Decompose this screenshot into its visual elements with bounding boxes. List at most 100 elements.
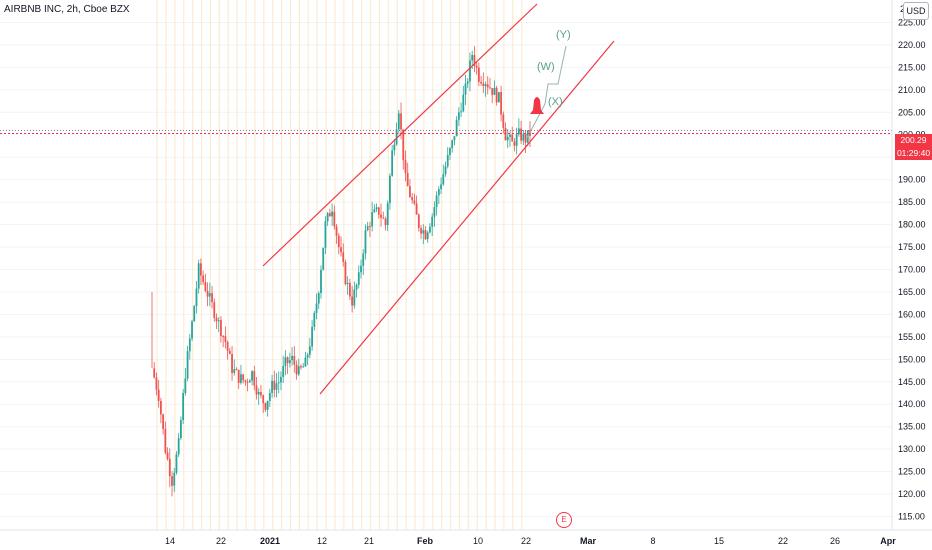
earnings-event-icon[interactable]: E	[556, 512, 572, 528]
session-band	[352, 0, 353, 530]
candle-body	[258, 392, 260, 394]
price-tick-label: 220.00	[898, 40, 926, 50]
candle-body	[436, 195, 438, 207]
time-tick-label: 21	[364, 536, 374, 546]
session-band	[432, 0, 433, 530]
candle-body	[247, 382, 249, 383]
candle-body	[276, 383, 278, 390]
session-band	[379, 0, 380, 530]
candle-body	[211, 293, 213, 302]
price-tick-label: 140.00	[898, 399, 926, 409]
candle-body	[465, 84, 467, 95]
price-axis[interactable]: 2225.00220.00215.00210.00205.00200.00195…	[892, 0, 926, 530]
candle-body	[193, 306, 195, 321]
time-tick-label: 22	[216, 536, 226, 546]
candle-body	[173, 473, 175, 486]
wave-label-2: (Y)	[556, 29, 571, 41]
candle-body	[342, 252, 344, 262]
session-band	[503, 0, 504, 530]
candle-body	[498, 92, 500, 102]
candle-body	[487, 84, 489, 87]
candle-body	[518, 128, 520, 134]
candle-body	[376, 207, 378, 209]
candle-body	[451, 140, 453, 148]
candle-body	[460, 111, 462, 112]
candle-body	[367, 226, 369, 230]
candle-body	[491, 88, 493, 95]
channel-lower-line	[320, 41, 614, 394]
session-band	[272, 0, 273, 530]
candle-body	[411, 197, 413, 200]
candle-body	[200, 263, 202, 275]
candle-body	[380, 215, 382, 218]
session-band	[450, 0, 451, 530]
candle-body	[447, 155, 449, 166]
candle-body	[525, 134, 527, 143]
time-tick-label: 14	[165, 536, 175, 546]
candle-body	[420, 228, 422, 234]
session-band	[192, 0, 193, 530]
session-band	[156, 0, 157, 530]
candle-body	[413, 200, 415, 203]
candle-body	[162, 414, 164, 429]
session-band	[299, 0, 300, 530]
price-tick-label: 145.00	[898, 377, 926, 387]
session-band	[477, 0, 478, 530]
session-band	[183, 0, 184, 530]
price-tick-label: 175.00	[898, 242, 926, 252]
session-band	[486, 0, 487, 530]
candle-body	[218, 320, 220, 321]
candle-body	[158, 390, 160, 401]
candle-body	[222, 336, 224, 337]
session-band	[459, 0, 460, 530]
time-tick-label: 8	[650, 536, 655, 546]
candle-body	[387, 203, 389, 225]
candle-body	[189, 338, 191, 351]
price-tick-label: 160.00	[898, 309, 926, 319]
candle-body	[429, 227, 431, 233]
candle-body	[282, 366, 284, 377]
candle-body	[509, 135, 511, 137]
candle-body	[362, 254, 364, 266]
candle-body	[167, 453, 169, 459]
session-band	[388, 0, 389, 530]
time-tick-label: 15	[714, 536, 724, 546]
candle-body	[502, 114, 504, 127]
session-band	[254, 0, 255, 530]
candle-body	[300, 366, 302, 367]
candle-body	[500, 92, 502, 114]
candle-body	[178, 438, 180, 454]
grid-lines	[0, 22, 892, 516]
candle-body	[224, 336, 226, 342]
candle-body	[291, 356, 293, 360]
current-price-line	[0, 130, 892, 133]
candle-body	[265, 403, 267, 410]
candle-body	[309, 346, 311, 354]
candle-body	[385, 219, 387, 226]
candle-body	[209, 293, 211, 296]
session-band	[210, 0, 211, 530]
currency-button[interactable]: USD	[903, 2, 929, 20]
candle-body	[285, 357, 287, 366]
price-tick-label: 170.00	[898, 264, 926, 274]
symbol-title[interactable]: AIRBNB INC, 2h, Cboe BZX	[4, 4, 130, 15]
candle-body	[262, 395, 264, 403]
candle-body	[353, 290, 355, 306]
candle-body	[293, 356, 295, 365]
candle-body	[184, 378, 186, 393]
candle-body	[409, 186, 411, 197]
candle-body	[440, 184, 442, 189]
price-tick-label: 155.00	[898, 332, 926, 342]
candle-body	[438, 189, 440, 195]
candle-body	[202, 276, 204, 283]
session-band	[174, 0, 175, 530]
candle-body	[160, 401, 162, 414]
candle-body	[511, 135, 513, 142]
time-axis[interactable]: 14 22 2021 12 21 Feb 10 22 Mar 8 15 22 26 Apr	[0, 530, 932, 546]
candle-body	[520, 128, 522, 140]
price-tick-label: 130.00	[898, 444, 926, 454]
candle-body	[298, 366, 300, 374]
candle-body	[287, 357, 289, 363]
candle-body	[171, 476, 173, 486]
